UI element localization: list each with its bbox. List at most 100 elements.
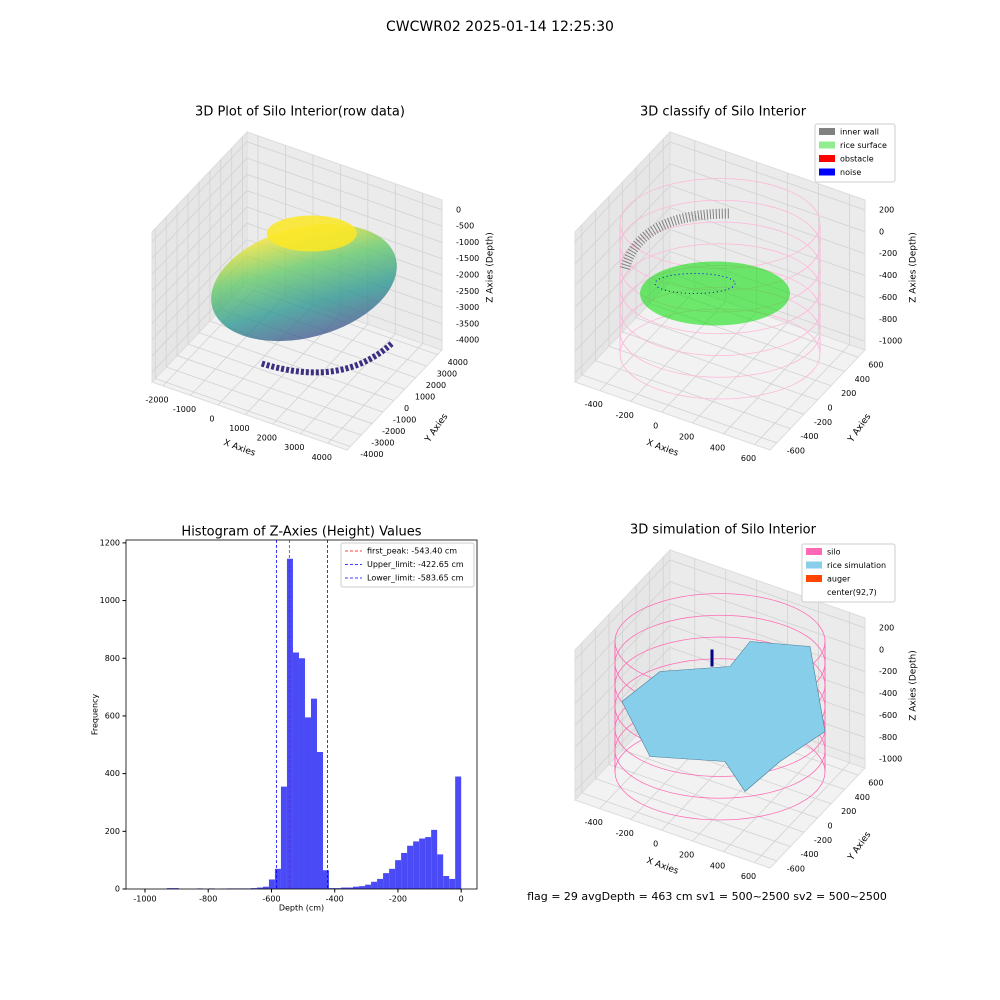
bar: [431, 829, 438, 889]
status-footer: flag = 29 avgDepth = 463 cm sv1 = 500~25…: [527, 890, 887, 903]
x-axis-label: X Axies: [645, 438, 680, 459]
legend-label: center(92,7): [827, 588, 877, 597]
subplot-title: 3D simulation of Silo Interior: [630, 523, 817, 538]
grid-line: [581, 374, 777, 444]
legend-box: [814, 123, 896, 183]
noise-band: [654, 273, 736, 294]
legend-label: Upper_limit: -422.65 cm: [367, 560, 464, 569]
subplot-title: 3D Plot of Silo Interior(row data): [195, 105, 405, 120]
y-tick-label: 400: [855, 375, 870, 384]
legend-swatch: [819, 155, 835, 162]
subplot-title: Histogram of Z-Axies (Height) Values: [181, 525, 421, 540]
x-tick-label: 600: [741, 454, 756, 463]
grid-line: [151, 223, 248, 324]
grid-line: [574, 581, 671, 683]
legend-swatch: [806, 575, 822, 582]
z-tick-label: -1000: [879, 337, 902, 346]
z-tick-label: 200: [879, 623, 894, 632]
y-tick-label: -200: [814, 418, 832, 427]
grid-line: [198, 332, 395, 401]
grid-line: [151, 141, 248, 243]
x-tick-label: -200: [616, 411, 634, 420]
grid-line: [622, 749, 818, 819]
x-tick-label: 0: [653, 422, 658, 431]
y-tick-label: -2000: [382, 427, 405, 436]
x-axis-label: Depth (cm): [279, 904, 324, 913]
z-tick-label: -800: [879, 315, 897, 324]
x-tick-label: 600: [741, 872, 756, 881]
x-tick-label: 0: [653, 840, 658, 849]
rice-surface: [621, 641, 826, 792]
bar: [166, 888, 173, 889]
bar: [359, 886, 366, 889]
z-tick-label: -800: [879, 733, 897, 742]
legend-label: inner wall: [840, 128, 879, 137]
x-tick-label: -2000: [145, 395, 168, 404]
grid-line: [669, 603, 866, 673]
legend-swatch: [819, 128, 835, 135]
z-tick-label: -1000: [456, 238, 479, 247]
grid-line: [300, 333, 396, 434]
bar: [419, 838, 426, 889]
grid-line: [574, 141, 671, 243]
z-tick-label: -3500: [456, 319, 479, 328]
x-tick-label: -800: [199, 895, 217, 904]
z-tick-label: -200: [879, 249, 897, 258]
bar: [335, 888, 342, 889]
y-tick-label: -200: [814, 836, 832, 845]
bar: [377, 878, 384, 889]
subplot-title: 3D classify of Silo Interior: [640, 105, 807, 120]
bar: [323, 870, 330, 889]
x-tick-label: 1000: [229, 424, 249, 433]
grid-line: [272, 323, 369, 425]
bar: [395, 860, 402, 889]
grid-line: [151, 206, 248, 308]
z-tick-label: -4000: [456, 336, 479, 345]
z-tick-label: -600: [879, 293, 897, 302]
y-axis-label: Y Axies: [423, 412, 451, 445]
grid-line: [327, 343, 424, 444]
grid-line: [246, 174, 443, 243]
x-tick-label: 400: [710, 443, 725, 452]
x-tick-label: 4000: [312, 453, 332, 462]
x-axis-label: X Axies: [222, 438, 257, 459]
grid-line: [574, 647, 671, 748]
legend-swatch: [819, 168, 835, 176]
y-tick-label: 200: [105, 827, 120, 836]
grid-line: [595, 778, 791, 847]
bar: [316, 751, 324, 889]
y-tick-label: -600: [787, 864, 805, 873]
grid-line: [166, 366, 362, 436]
y-tick-label: 1200: [100, 538, 120, 547]
y-tick-label: 600: [868, 361, 883, 370]
legend-label: rice surface: [840, 141, 887, 150]
x-tick-label: 200: [679, 433, 694, 442]
grid-line: [574, 603, 671, 704]
z-tick-label: -2500: [456, 287, 479, 296]
legend-label: obstacle: [840, 155, 874, 164]
legend-swatch: [806, 548, 822, 555]
z-tick-label: -400: [879, 689, 897, 698]
legend-swatch: [819, 141, 835, 149]
legend-swatch: [806, 588, 822, 596]
bar: [262, 886, 269, 889]
legend-box: [801, 543, 896, 603]
bar: [353, 886, 360, 889]
grid-line: [669, 581, 866, 651]
bar: [329, 888, 336, 889]
x-tick-label: 0: [209, 414, 214, 423]
axes-frame: [125, 539, 478, 890]
bar: [280, 786, 287, 889]
grid-line: [635, 317, 832, 387]
inner-wall: [620, 208, 731, 271]
grid-line: [669, 185, 866, 255]
y-tick-label: 0: [828, 822, 833, 831]
legend-label: noise: [840, 168, 861, 177]
y-tick-label: -600: [787, 446, 805, 455]
x-axis-label: X Axies: [645, 856, 680, 877]
legend-label: Lower_limit: -583.65 cm: [367, 574, 464, 583]
bar: [389, 868, 396, 889]
legend-box: [340, 542, 475, 588]
